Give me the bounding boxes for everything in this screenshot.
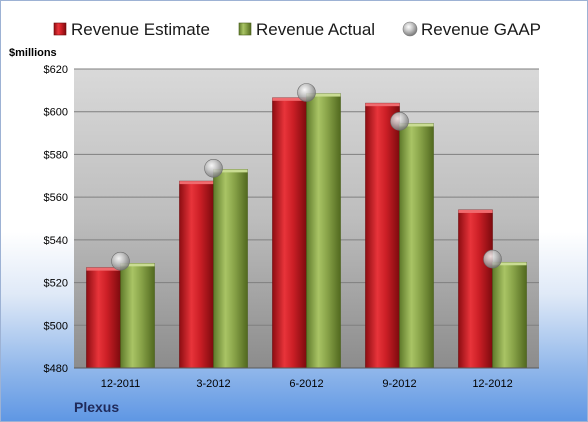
actual-bar: [213, 169, 248, 369]
x-tick-label: 3-2012: [196, 378, 230, 390]
actual-bar-cap: [120, 263, 155, 267]
estimate-bar: [86, 267, 121, 369]
gaap-marker: [297, 83, 316, 102]
estimate-bar: [179, 180, 214, 369]
estimate-bar: [365, 102, 400, 369]
y-tick-label: $620: [44, 64, 68, 76]
legend-actual-swatch: [238, 22, 252, 36]
actual-bar-cap: [492, 262, 527, 266]
legend-label: Revenue GAAP: [421, 20, 541, 39]
y-tick-label: $500: [44, 320, 68, 332]
actual-bar-cap: [399, 123, 434, 127]
gaap-marker: [111, 251, 130, 271]
y-tick-label: $520: [44, 278, 68, 290]
y-tick-label: $480: [44, 363, 68, 375]
x-tick-label: 6-2012: [289, 378, 323, 390]
legend-label: Revenue Actual: [256, 20, 375, 39]
actual-bar-cap: [306, 93, 341, 97]
estimate-bar: [272, 97, 307, 369]
gaap-marker: [483, 249, 502, 269]
estimate-bar-cap: [365, 103, 400, 107]
y-tick-label: $580: [44, 149, 68, 161]
estimate-bar-cap: [179, 181, 214, 185]
estimate-bar-cap: [272, 97, 307, 101]
company-name: Plexus: [74, 399, 120, 415]
legend-estimate-swatch: [53, 22, 67, 36]
actual-bar-cap: [213, 169, 248, 173]
x-tick-label: 12-2012: [472, 378, 512, 390]
gaap-marker: [390, 112, 409, 131]
y-tick-label: $560: [44, 192, 68, 204]
estimate-bar-cap: [458, 209, 493, 213]
y-tick-label: $540: [44, 235, 68, 247]
actual-bar: [399, 123, 434, 369]
y-tick-label: $600: [44, 107, 68, 119]
legend-gaap-symbol: [402, 21, 418, 37]
y-axis-label: $millions: [9, 47, 57, 59]
estimate-bar: [458, 209, 493, 369]
actual-bar: [306, 93, 341, 369]
gaap-marker: [204, 159, 223, 178]
estimate-bar-cap: [86, 267, 121, 271]
actual-bar: [492, 261, 527, 369]
actual-bar: [120, 263, 155, 369]
legend-label: Revenue Estimate: [71, 20, 210, 39]
x-tick-label: 9-2012: [382, 378, 416, 390]
x-tick-label: 12-2011: [101, 378, 141, 390]
